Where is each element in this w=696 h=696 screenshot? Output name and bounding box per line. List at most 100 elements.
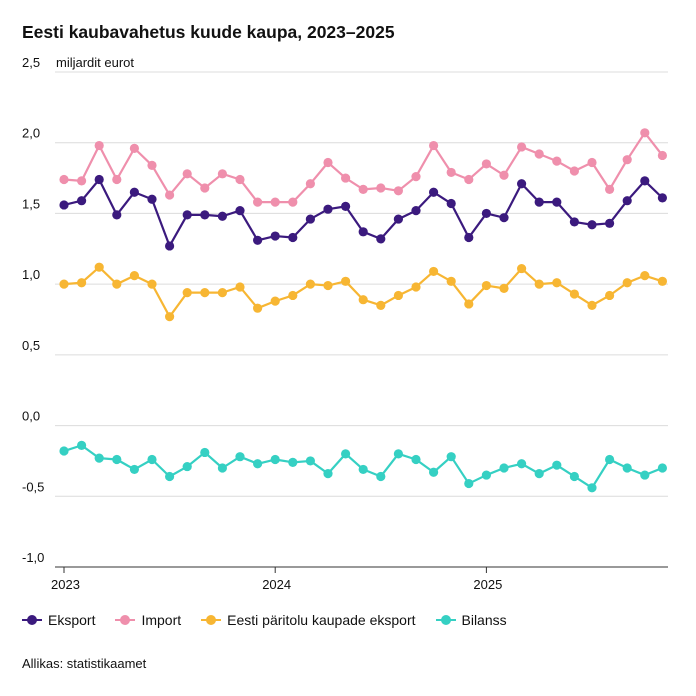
data-point (640, 271, 650, 281)
legend-swatch (201, 615, 222, 625)
data-point (270, 231, 280, 241)
data-point (305, 179, 315, 189)
data-point (411, 282, 421, 292)
y-tick-label: 2,0 (22, 126, 40, 141)
y-tick-label: -0,5 (22, 479, 44, 494)
data-point (446, 167, 456, 178)
data-point (464, 174, 474, 185)
data-point (446, 452, 456, 462)
data-point (534, 149, 544, 159)
data-point (94, 262, 104, 272)
x-tick-label: 2023 (51, 577, 80, 592)
data-point (429, 140, 439, 151)
data-point (429, 467, 439, 477)
data-point (464, 232, 474, 243)
data-point (94, 140, 104, 151)
data-point (499, 283, 509, 293)
data-point (481, 280, 491, 291)
data-point (59, 200, 69, 210)
data-point (534, 197, 544, 207)
legend-label: Eksport (48, 612, 96, 628)
data-point (657, 276, 668, 286)
data-point (587, 157, 597, 168)
data-point (411, 172, 421, 182)
data-point (605, 184, 615, 194)
data-point (499, 170, 509, 180)
data-point (376, 234, 386, 244)
data-point (464, 299, 474, 309)
data-point (534, 469, 544, 479)
legend-swatch (22, 615, 42, 625)
data-point (605, 218, 615, 228)
data-point (358, 464, 368, 475)
data-point (253, 235, 263, 245)
data-point (253, 303, 263, 313)
data-point (200, 210, 210, 220)
data-point (657, 463, 668, 473)
data-point (235, 174, 245, 185)
data-point (341, 173, 351, 183)
data-point (129, 464, 139, 475)
data-point (305, 456, 315, 466)
data-point (517, 263, 527, 274)
data-point (341, 201, 351, 211)
data-point (147, 160, 157, 170)
data-point (605, 290, 615, 301)
data-point (622, 155, 632, 165)
data-point (464, 478, 474, 489)
data-point (270, 197, 280, 207)
y-tick-label: 0,5 (22, 338, 40, 353)
data-point (605, 454, 615, 465)
y-tick-label: 2,5 (22, 55, 40, 70)
data-point (376, 183, 386, 193)
data-point (341, 449, 351, 459)
data-point (112, 174, 122, 185)
data-point (288, 232, 298, 243)
data-point (499, 463, 509, 473)
data-point (411, 206, 421, 216)
data-point (534, 279, 544, 289)
data-point (640, 470, 650, 480)
data-point (112, 454, 122, 465)
data-point (446, 198, 456, 209)
data-point (200, 183, 210, 193)
data-point (217, 211, 227, 221)
legend-label: Eesti päritolu kaupade eksport (227, 612, 416, 628)
data-point (200, 288, 210, 298)
data-point (552, 460, 562, 470)
data-point (165, 241, 175, 251)
data-point (376, 300, 386, 310)
data-point (129, 271, 139, 281)
data-point (376, 471, 386, 482)
data-point (77, 278, 87, 288)
y-tick-label: -1,0 (22, 550, 44, 565)
data-point (481, 208, 491, 219)
data-point (182, 169, 192, 179)
legend-swatch (115, 615, 136, 625)
data-point (429, 266, 439, 277)
data-point (657, 193, 668, 203)
data-point (569, 471, 580, 482)
data-point (147, 279, 157, 289)
data-point (217, 288, 227, 298)
data-point (622, 278, 632, 288)
y-axis-label: miljardit eurot (56, 55, 135, 70)
data-point (587, 220, 597, 230)
data-point (77, 176, 87, 186)
data-point (77, 196, 87, 206)
data-point (182, 288, 192, 298)
data-point (323, 204, 333, 214)
legend-item: Import (115, 612, 181, 628)
data-point (517, 459, 527, 469)
data-point (341, 276, 351, 286)
data-point (182, 461, 192, 472)
data-point (165, 312, 175, 322)
data-point (200, 447, 210, 458)
source-note: Allikas: statistikaamet (22, 656, 147, 671)
legend-swatch (435, 615, 456, 625)
data-point (569, 289, 580, 299)
data-point (77, 440, 87, 450)
legend-item: Eesti päritolu kaupade eksport (201, 612, 416, 628)
data-point (217, 463, 227, 473)
